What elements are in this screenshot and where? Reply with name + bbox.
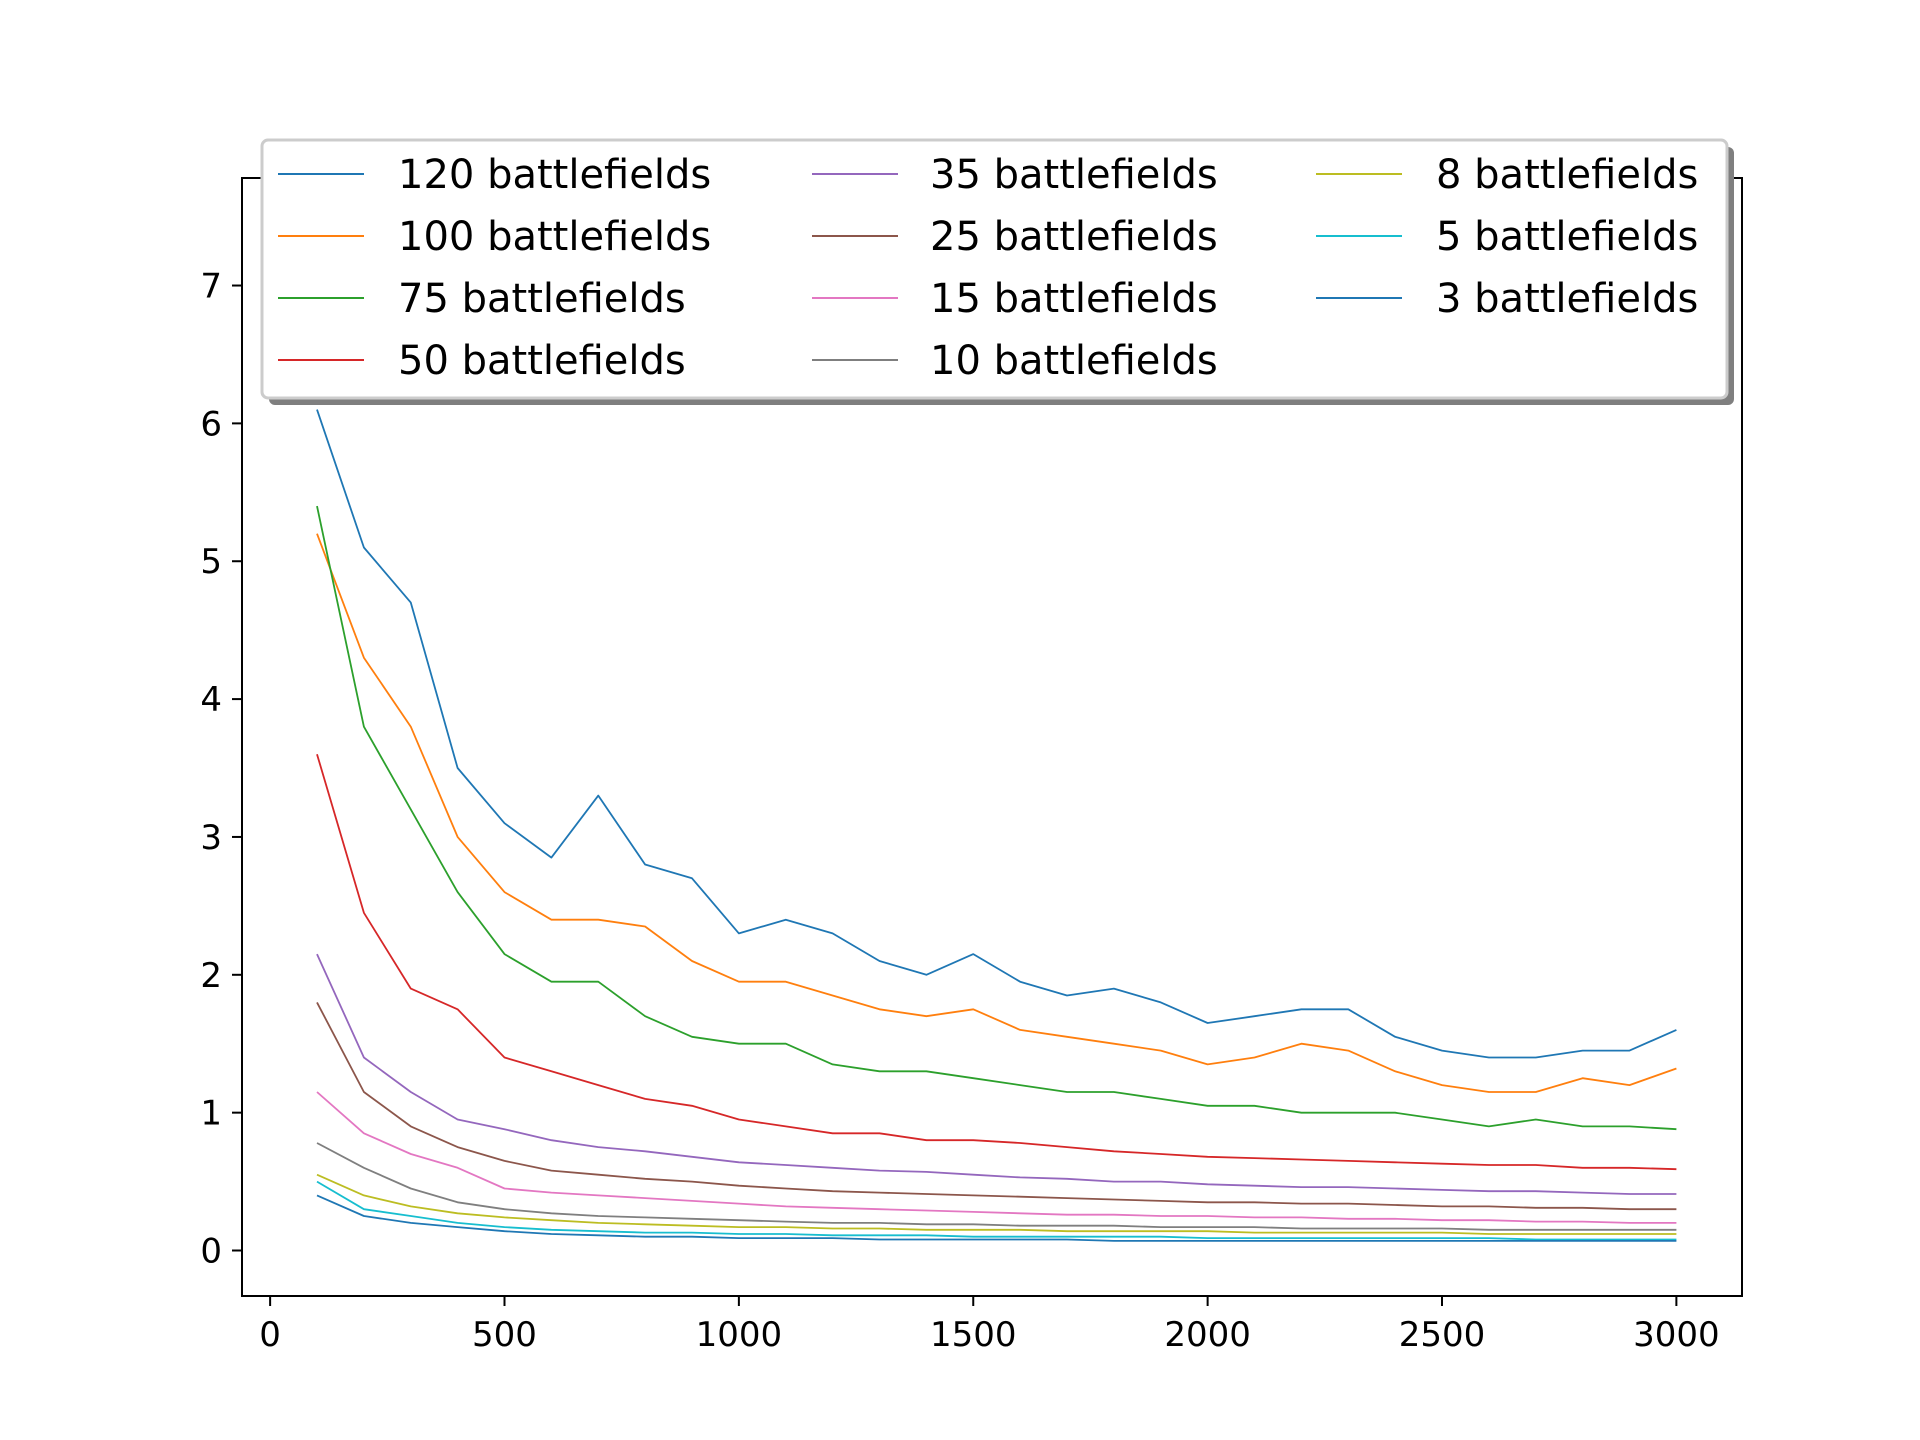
legend: 120 battlefields 100 battlefields 75 battl… xyxy=(260,138,1734,405)
series-line-10-battlefields xyxy=(316,1142,1677,1231)
y-tick-label: 5 xyxy=(200,542,222,582)
series-line-25-battlefields xyxy=(316,1001,1677,1211)
y-axis: 0 1 2 3 4 5 6 7 xyxy=(200,267,242,1272)
series-line-3-battlefields xyxy=(316,1194,1677,1242)
legend-label-120-battlefields: 120 battlefields xyxy=(398,152,711,198)
y-tick-label: 6 xyxy=(200,404,222,444)
legend-label-25-battlefields: 25 battlefields xyxy=(930,214,1218,260)
series-line-75-battlefields xyxy=(316,505,1677,1131)
y-tick-label: 1 xyxy=(200,1094,222,1134)
x-tick-label: 2500 xyxy=(1399,1315,1486,1355)
legend-label-15-battlefields: 15 battlefields xyxy=(930,276,1218,322)
legend-label-8-battlefields: 8 battlefields xyxy=(1436,152,1698,198)
x-tick-label: 2000 xyxy=(1164,1315,1251,1355)
y-tick-label: 3 xyxy=(200,818,222,858)
y-tick-label: 7 xyxy=(200,267,222,307)
legend-box xyxy=(260,138,1729,400)
x-tick-label: 0 xyxy=(259,1315,281,1355)
x-axis: 0 500 1000 1500 2000 2500 3000 xyxy=(259,1296,1720,1355)
legend-label-3-battlefields: 3 battlefields xyxy=(1436,276,1698,322)
y-tick-label: 2 xyxy=(200,956,222,996)
series-line-120-battlefields xyxy=(316,409,1677,1059)
legend-label-10-battlefields: 10 battlefields xyxy=(930,338,1218,384)
y-tick-label: 4 xyxy=(200,680,222,720)
y-tick-label: 0 xyxy=(200,1232,222,1272)
series-layer xyxy=(316,409,1677,1242)
series-line-100-battlefields xyxy=(316,533,1677,1093)
series-line-50-battlefields xyxy=(316,753,1677,1171)
legend-label-100-battlefields: 100 battlefields xyxy=(398,214,711,260)
series-line-15-battlefields xyxy=(316,1091,1677,1224)
x-tick-label: 1000 xyxy=(696,1315,783,1355)
x-tick-label: 500 xyxy=(472,1315,537,1355)
series-line-8-battlefields xyxy=(316,1173,1677,1235)
legend-label-75-battlefields: 75 battlefields xyxy=(398,276,686,322)
legend-label-5-battlefields: 5 battlefields xyxy=(1436,214,1698,260)
x-tick-label: 1500 xyxy=(930,1315,1017,1355)
legend-label-35-battlefields: 35 battlefields xyxy=(930,152,1218,198)
series-line-5-battlefields xyxy=(316,1180,1677,1241)
legend-label-50-battlefields: 50 battlefields xyxy=(398,338,686,384)
series-line-35-battlefields xyxy=(316,953,1677,1195)
x-tick-label: 3000 xyxy=(1633,1315,1720,1355)
